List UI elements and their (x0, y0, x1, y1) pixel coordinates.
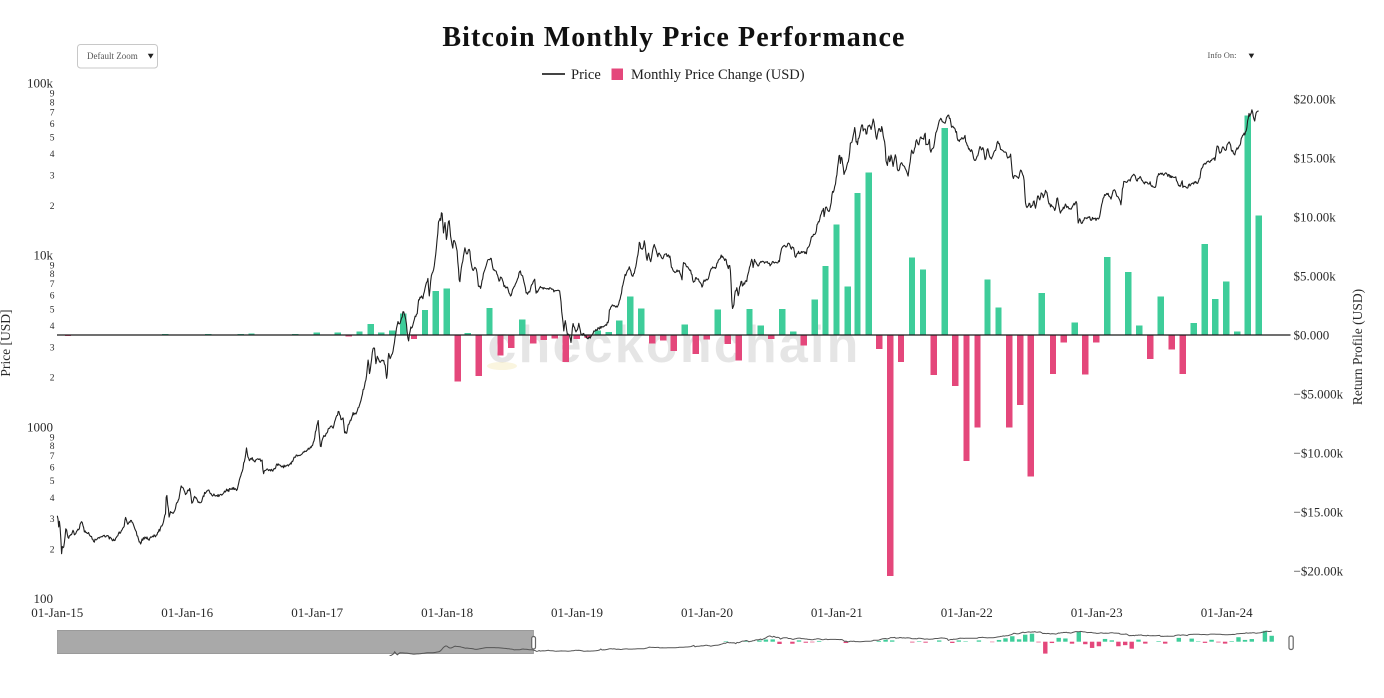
svg-text:100k: 100k (27, 76, 54, 91)
svg-text:6: 6 (50, 120, 55, 130)
svg-text:Info On:: Info On: (1208, 50, 1237, 60)
svg-text:Price: Price (571, 67, 601, 83)
svg-text:01-Jan-17: 01-Jan-17 (291, 605, 343, 620)
svg-text:01-Jan-23: 01-Jan-23 (1071, 605, 1123, 620)
svg-text:2: 2 (50, 374, 55, 384)
svg-text:8: 8 (50, 270, 55, 280)
svg-text:10k: 10k (34, 248, 54, 263)
svg-text:−$10.00k: −$10.00k (1294, 446, 1344, 461)
svg-text:01-Jan-18: 01-Jan-18 (421, 605, 473, 620)
svg-text:−$5.000k: −$5.000k (1294, 387, 1344, 402)
svg-text:$0.000: $0.000 (1294, 328, 1330, 343)
svg-text:Monthly Price Change (USD): Monthly Price Change (USD) (631, 67, 805, 83)
svg-text:Default Zoom: Default Zoom (87, 51, 138, 61)
svg-text:01-Jan-21: 01-Jan-21 (811, 605, 863, 620)
svg-text:4: 4 (50, 322, 55, 332)
svg-text:6: 6 (50, 464, 55, 474)
svg-text:01-Jan-16: 01-Jan-16 (161, 605, 213, 620)
svg-text:3: 3 (50, 343, 55, 353)
svg-text:01-Jan-20: 01-Jan-20 (681, 605, 733, 620)
svg-text:−$15.00k: −$15.00k (1294, 505, 1344, 520)
svg-text:2: 2 (50, 202, 55, 212)
svg-text:7: 7 (50, 280, 55, 290)
svg-text:01-Jan-15: 01-Jan-15 (31, 605, 83, 620)
svg-text:$10.00k: $10.00k (1294, 210, 1337, 225)
svg-text:4: 4 (50, 150, 55, 160)
svg-text:Return Profile (USD): Return Profile (USD) (1350, 289, 1365, 405)
svg-text:−$20.00k: −$20.00k (1294, 564, 1344, 579)
svg-text:01-Jan-24: 01-Jan-24 (1201, 605, 1253, 620)
svg-text:5: 5 (50, 305, 55, 315)
svg-text:6: 6 (50, 292, 55, 302)
svg-text:3: 3 (50, 515, 55, 525)
svg-text:2: 2 (50, 546, 55, 556)
svg-text:3: 3 (50, 172, 55, 182)
svg-text:1000: 1000 (27, 419, 53, 434)
svg-text:4: 4 (50, 494, 55, 504)
svg-text:01-Jan-22: 01-Jan-22 (941, 605, 993, 620)
svg-text:7: 7 (50, 452, 55, 462)
svg-text:$5.000k: $5.000k (1294, 269, 1337, 284)
svg-text:01-Jan-19: 01-Jan-19 (551, 605, 603, 620)
svg-text:100: 100 (34, 591, 54, 606)
svg-text:5: 5 (50, 477, 55, 487)
svg-text:Bitcoin Monthly Price Performa: Bitcoin Monthly Price Performance (442, 22, 905, 53)
svg-text:$15.00k: $15.00k (1294, 151, 1337, 166)
svg-text:8: 8 (50, 442, 55, 452)
svg-text:7: 7 (50, 108, 55, 118)
svg-text:$20.00k: $20.00k (1294, 92, 1337, 107)
svg-text:8: 8 (50, 98, 55, 108)
svg-text:Price [USD]: Price [USD] (0, 309, 13, 376)
svg-text:5: 5 (50, 134, 55, 144)
